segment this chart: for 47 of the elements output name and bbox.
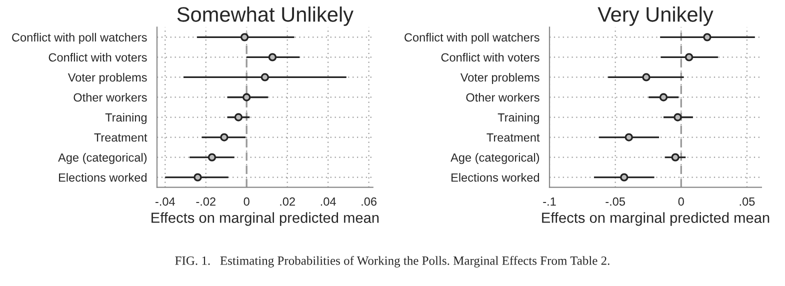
x-tick-label: .04 [320, 197, 336, 206]
y-tick-label: Training [105, 112, 147, 124]
y-tick-label: Elections worked [452, 173, 540, 182]
point [671, 153, 680, 162]
point [674, 113, 682, 122]
y-tick-label: Treatment [486, 133, 540, 142]
point [659, 93, 668, 102]
y-tick-label: Other workers [466, 92, 540, 102]
x-tick-label: 0 [244, 197, 250, 206]
x-tick-label: .06 [362, 197, 376, 206]
y-tick-label: Elections worked [59, 173, 147, 182]
x-axis-title: Effects on marginal predicted mean [152, 212, 379, 226]
x-axis-title: Effects on marginal predicted mean [542, 212, 770, 226]
x-tick-label: .02 [280, 197, 295, 206]
point [220, 133, 228, 142]
point [642, 73, 650, 82]
x-tick-label: -.02 [196, 197, 216, 206]
y-tick-label: Age (categorical) [58, 153, 147, 164]
point [194, 173, 202, 182]
point [234, 113, 243, 122]
y-tick-label: Training [498, 112, 540, 124]
chart-title: Very Unikely [598, 6, 714, 26]
point [703, 33, 712, 42]
point [240, 33, 249, 42]
point [684, 53, 694, 62]
y-tick-label: Conflict with voters [441, 52, 540, 62]
y-tick-label: Conflict with poll watchers [12, 32, 147, 44]
point [624, 133, 633, 142]
x-tick-label: -.04 [156, 197, 175, 206]
y-tick-label: Other workers [74, 92, 147, 102]
point [620, 173, 628, 182]
x-tick-label: .05 [740, 197, 755, 206]
x-tick-label: 0 [678, 197, 684, 206]
point [268, 53, 277, 62]
x-tick-label: -.1 [543, 197, 556, 206]
y-tick-label: Treatment [94, 133, 148, 142]
y-tick-label: Age (categorical) [450, 153, 540, 164]
y-tick-label: Voter problems [68, 72, 147, 84]
caption: FIG. 1. Estimating Probabilities of Working the Polls. Marginal Effects From Table 2. [175, 256, 610, 268]
x-tick-label: -.05 [606, 197, 625, 206]
point [208, 153, 216, 162]
y-tick-label: Conflict with voters [48, 52, 147, 62]
point [260, 73, 270, 82]
point [242, 93, 251, 102]
y-tick-label: Conflict with poll watchers [404, 32, 540, 44]
chart-title: Somewhat Unlikely [177, 6, 354, 26]
y-tick-label: Voter problems [460, 72, 540, 84]
